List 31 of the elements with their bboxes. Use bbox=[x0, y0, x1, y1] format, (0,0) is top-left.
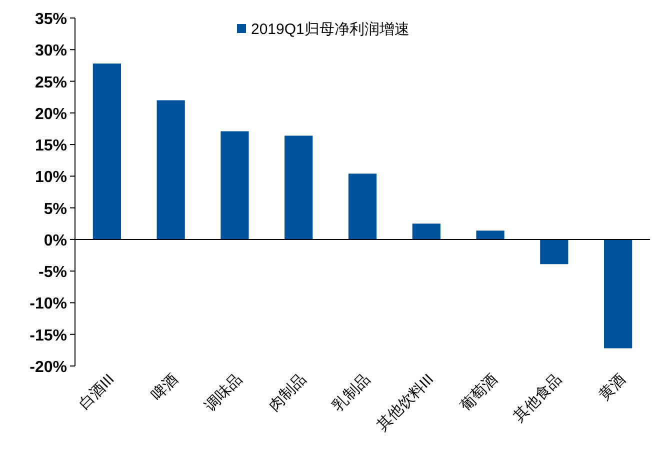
y-tick-label: 5% bbox=[44, 200, 67, 218]
y-tick-label: 0% bbox=[44, 232, 67, 250]
y-tick-label: -15% bbox=[30, 327, 67, 344]
x-tick-label: 啤酒 bbox=[148, 370, 182, 404]
x-tick-label: 肉制品 bbox=[266, 370, 310, 415]
x-tick-label: 其他食品 bbox=[510, 370, 565, 426]
bar bbox=[348, 174, 377, 240]
bar bbox=[92, 64, 121, 240]
y-tick-label: 15% bbox=[34, 138, 67, 155]
y-tick-label: 20% bbox=[34, 106, 67, 123]
y-tick-label: 25% bbox=[34, 74, 67, 92]
y-tick-label: -5% bbox=[38, 264, 67, 282]
x-tick-label: 葡萄酒 bbox=[457, 370, 502, 415]
x-tick-label: 其他饮料III bbox=[374, 370, 438, 434]
y-tick-label: -10% bbox=[30, 296, 67, 313]
y-tick-label: 30% bbox=[34, 42, 67, 60]
bar bbox=[284, 136, 313, 240]
y-tick-label: -20% bbox=[30, 359, 67, 376]
bar bbox=[540, 239, 568, 264]
x-tick-label: 调味品 bbox=[202, 370, 246, 415]
x-tick-label: 黄酒 bbox=[596, 370, 629, 404]
bar bbox=[156, 100, 185, 240]
bar bbox=[604, 239, 632, 348]
bar bbox=[476, 230, 504, 240]
legend: 2019Q1归母净利润增速 bbox=[237, 21, 410, 38]
x-tick-label: 乳制品 bbox=[329, 370, 374, 415]
x-tick-label: 白酒III bbox=[76, 370, 118, 413]
y-tick-label: 35% bbox=[34, 11, 67, 28]
y-tick-label: 10% bbox=[34, 169, 67, 186]
bar bbox=[412, 224, 440, 240]
bar bbox=[220, 131, 249, 240]
